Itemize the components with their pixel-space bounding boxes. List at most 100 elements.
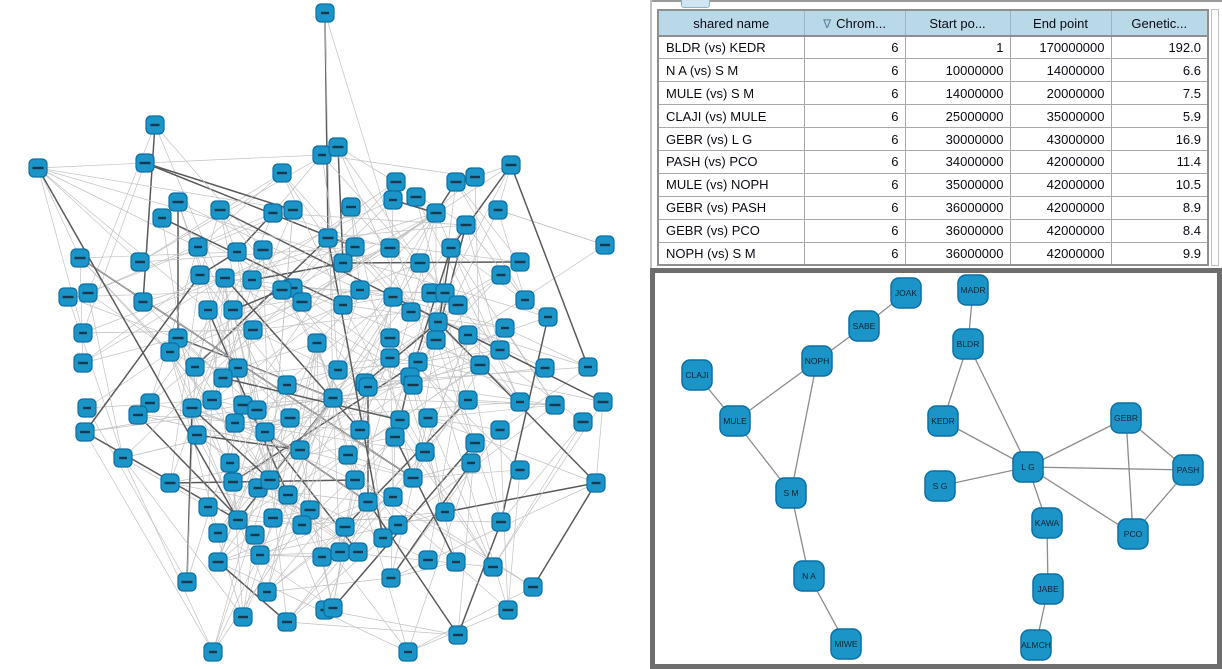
edge-name-cell[interactable]: GEBR (vs) PCO xyxy=(657,218,805,243)
network-node-bldr[interactable]: BLDR xyxy=(952,328,984,360)
value-cell[interactable]: 35000000 xyxy=(1009,104,1112,129)
network-edge[interactable] xyxy=(232,481,244,618)
network-edge[interactable] xyxy=(497,209,606,246)
value-cell[interactable]: 36000000 xyxy=(904,218,1011,243)
value-cell[interactable]: 25000000 xyxy=(904,104,1011,129)
node-shape[interactable] xyxy=(924,470,956,502)
node-shape[interactable] xyxy=(952,328,984,360)
network-edge[interactable] xyxy=(142,124,156,303)
network-edge[interactable] xyxy=(364,382,494,568)
network-edge[interactable] xyxy=(500,421,584,523)
edge-name-cell[interactable]: MULE (vs) NOPH xyxy=(657,172,805,197)
network-edge[interactable] xyxy=(332,397,409,653)
edge-name-cell[interactable]: N A (vs) S M xyxy=(657,58,805,83)
network-edge[interactable] xyxy=(144,154,323,164)
network-edge[interactable] xyxy=(149,289,283,404)
network-edge[interactable] xyxy=(299,449,414,479)
edge-name-cell[interactable]: NOPH (vs) S M xyxy=(657,241,805,266)
network-edge[interactable] xyxy=(286,621,459,636)
network-edge[interactable] xyxy=(316,212,437,344)
network-edge[interactable] xyxy=(37,167,81,259)
edge-name-cell[interactable]: MULE (vs) S M xyxy=(657,81,805,106)
network-edge[interactable] xyxy=(144,162,294,211)
network-edge[interactable] xyxy=(139,146,339,263)
value-cell[interactable]: 14000000 xyxy=(1009,58,1112,83)
value-cell[interactable]: 42000000 xyxy=(1009,241,1112,266)
network-edge[interactable] xyxy=(342,261,521,264)
value-cell[interactable]: 42000000 xyxy=(1009,218,1112,243)
network-edge[interactable] xyxy=(327,224,467,239)
network-edge[interactable] xyxy=(82,162,146,334)
network-edge[interactable] xyxy=(217,532,334,609)
network-edge[interactable] xyxy=(272,154,323,214)
network-edge[interactable] xyxy=(224,277,414,386)
edge-name-cell[interactable]: GEBR (vs) PASH xyxy=(657,195,805,220)
node-shape[interactable] xyxy=(681,359,713,391)
value-cell[interactable]: 20000000 xyxy=(1009,81,1112,106)
network-edge[interactable] xyxy=(169,274,201,484)
edge-attribute-table[interactable]: shared name ∇ Chrom... Start po... End point… xyxy=(657,9,1209,266)
network-edge[interactable] xyxy=(510,164,589,368)
value-cell[interactable]: 35000000 xyxy=(904,172,1011,197)
value-cell[interactable]: 6 xyxy=(803,127,906,151)
node-shape[interactable] xyxy=(1110,402,1142,434)
detail-network-panel[interactable]: JOAK MADR SABE NOPH BLDR CLAJI MULE KEDR GEBR L G… xyxy=(650,268,1222,669)
node-shape[interactable] xyxy=(848,310,880,342)
network-edge[interactable] xyxy=(237,419,401,521)
network-edge[interactable] xyxy=(137,249,264,416)
overview-network-canvas[interactable] xyxy=(0,0,650,669)
network-edge[interactable] xyxy=(347,454,414,479)
network-edge[interactable] xyxy=(390,462,472,579)
network-edge[interactable] xyxy=(390,561,457,579)
network-node-pash[interactable]: PASH xyxy=(1172,454,1204,486)
network-node-jabe[interactable]: JABE xyxy=(1032,573,1064,605)
network-edge[interactable] xyxy=(474,176,481,366)
network-edge[interactable] xyxy=(457,521,502,636)
network-edge[interactable] xyxy=(427,334,469,561)
value-cell[interactable]: 11.4 xyxy=(1110,149,1209,174)
node-shape[interactable] xyxy=(1032,573,1064,605)
network-edge[interactable] xyxy=(427,417,597,484)
network-edge[interactable] xyxy=(212,509,311,653)
network-edge[interactable] xyxy=(1027,466,1134,535)
network-edge[interactable] xyxy=(87,292,124,459)
node-shape[interactable] xyxy=(957,274,989,306)
network-edge[interactable] xyxy=(457,442,476,636)
network-edge[interactable] xyxy=(427,404,556,419)
network-edge[interactable] xyxy=(122,457,244,618)
network-edge[interactable] xyxy=(37,167,239,521)
node-shape[interactable] xyxy=(890,277,922,309)
network-edge[interactable] xyxy=(427,417,446,513)
network-edge[interactable] xyxy=(392,496,534,588)
node-shape[interactable] xyxy=(1020,629,1052,661)
network-edge[interactable] xyxy=(1125,417,1134,535)
network-edge[interactable] xyxy=(427,417,494,568)
network-edge[interactable] xyxy=(504,327,589,368)
value-cell[interactable]: 6 xyxy=(803,81,906,106)
network-edge[interactable] xyxy=(394,436,457,563)
network-edge[interactable] xyxy=(504,327,556,406)
network-edge[interactable] xyxy=(435,339,502,523)
network-edge[interactable] xyxy=(37,162,146,169)
network-edge[interactable] xyxy=(142,212,437,303)
network-node-pco[interactable]: PCO xyxy=(1117,518,1149,550)
network-edge[interactable] xyxy=(196,434,301,451)
network-edge[interactable] xyxy=(217,561,288,623)
network-edge[interactable] xyxy=(427,417,501,431)
network-edge[interactable] xyxy=(257,384,414,489)
network-node-gebr[interactable]: GEBR xyxy=(1110,402,1142,434)
network-edge[interactable] xyxy=(532,482,597,588)
network-edge[interactable] xyxy=(389,337,446,513)
network-edge[interactable] xyxy=(301,164,512,303)
table-row[interactable]: N A (vs) S M 6 10000000 14000000 6.6 xyxy=(657,58,1209,83)
network-edge[interactable] xyxy=(217,501,369,563)
network-node-claji[interactable]: CLAJI xyxy=(681,359,713,391)
network-edge[interactable] xyxy=(417,361,604,403)
value-cell[interactable]: 1 xyxy=(904,35,1011,60)
node-shape[interactable] xyxy=(719,405,751,437)
network-node-s-m[interactable]: S M xyxy=(775,477,807,509)
network-edge[interactable] xyxy=(259,554,323,558)
network-edge[interactable] xyxy=(137,414,361,431)
network-node-kedr[interactable]: KEDR xyxy=(927,405,959,437)
network-edge[interactable] xyxy=(37,167,199,248)
